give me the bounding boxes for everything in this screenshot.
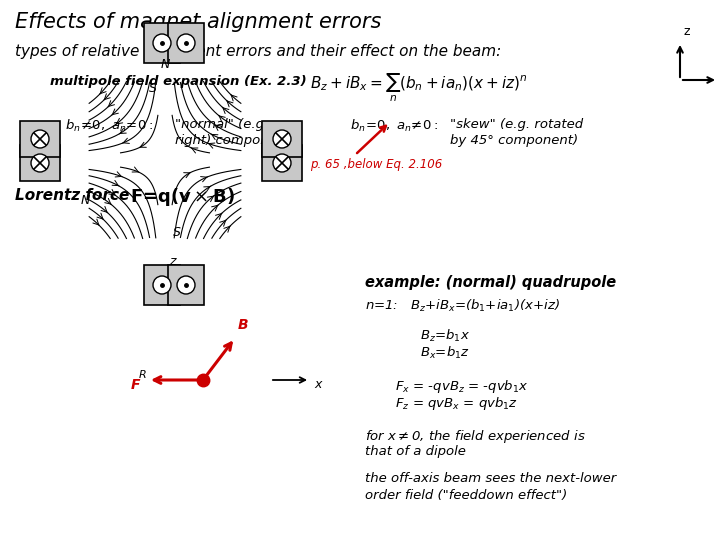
Bar <box>144 23 180 63</box>
Text: S: S <box>149 82 157 94</box>
Text: $b_n\!\neq\!0,\ a_n\!=\!0:$: $b_n\!\neq\!0,\ a_n\!=\!0:$ <box>65 118 153 134</box>
Circle shape <box>153 276 171 294</box>
Text: "skew" (e.g. rotated: "skew" (e.g. rotated <box>450 118 583 131</box>
Text: n=1:   $B_z$+i$B_x$=($b_1$+i$a_1$)(x+iz): n=1: $B_z$+i$B_x$=($b_1$+i$a_1$)(x+iz) <box>365 298 560 314</box>
Bar <box>262 121 302 157</box>
Text: $B_z$=$b_1$x: $B_z$=$b_1$x <box>420 328 470 344</box>
Bar <box>262 145 302 181</box>
Text: $F_x$ = -qv$B_z$ = -qv$b_1$x: $F_x$ = -qv$B_z$ = -qv$b_1$x <box>395 378 528 395</box>
Text: p. 65 ,below Eq. 2.106: p. 65 ,below Eq. 2.106 <box>310 158 442 171</box>
Text: right) component: right) component <box>175 134 290 147</box>
Text: multipole field expansion (Ex. 2.3): multipole field expansion (Ex. 2.3) <box>50 75 307 88</box>
Circle shape <box>153 34 171 52</box>
Text: $\mathbf{F}$=q($\mathbf{v}\times\mathbf{B}$): $\mathbf{F}$=q($\mathbf{v}\times\mathbf{… <box>130 186 235 208</box>
Text: that of a dipole: that of a dipole <box>365 445 466 458</box>
Bar <box>168 23 204 63</box>
Text: N: N <box>161 58 170 71</box>
Text: for x$\neq$0, the field experienced is: for x$\neq$0, the field experienced is <box>365 428 586 445</box>
Text: F: F <box>131 378 140 392</box>
Text: example: (normal) quadrupole: example: (normal) quadrupole <box>365 275 616 290</box>
Bar <box>168 265 204 305</box>
Text: $F_z$ = qv$B_x$ = qv$b_1$z: $F_z$ = qv$B_x$ = qv$b_1$z <box>395 395 518 412</box>
Bar <box>20 145 60 181</box>
Circle shape <box>31 154 49 172</box>
Circle shape <box>31 130 49 148</box>
Text: S: S <box>173 226 181 239</box>
Text: B: B <box>238 318 248 332</box>
Bar <box>144 265 180 305</box>
Text: z: z <box>684 25 690 38</box>
Text: Effects of magnet alignment errors: Effects of magnet alignment errors <box>15 12 382 32</box>
Circle shape <box>177 276 195 294</box>
Text: N: N <box>81 193 90 206</box>
Text: the off-axis beam sees the next-lower: the off-axis beam sees the next-lower <box>365 472 616 485</box>
Circle shape <box>273 130 291 148</box>
Text: by 45° component): by 45° component) <box>450 134 578 147</box>
Text: "normal" (e.g. up-: "normal" (e.g. up- <box>175 118 294 131</box>
Text: x: x <box>314 378 321 391</box>
Text: $B_z+iB_x=\sum_n(b_n+ia_n)(x+iz)^n$: $B_z+iB_x=\sum_n(b_n+ia_n)(x+iz)^n$ <box>310 72 528 104</box>
Text: R: R <box>139 370 147 380</box>
Text: order field ("feeddown effect"): order field ("feeddown effect") <box>365 489 567 502</box>
Bar <box>20 121 60 157</box>
Circle shape <box>273 154 291 172</box>
Text: $b_n\!=\!0,\ a_n\!\neq\!0:$: $b_n\!=\!0,\ a_n\!\neq\!0:$ <box>350 118 438 134</box>
Text: Lorentz force: Lorentz force <box>15 188 130 203</box>
Circle shape <box>177 34 195 52</box>
Text: z: z <box>169 255 176 268</box>
Text: $B_x$=$b_1$z: $B_x$=$b_1$z <box>420 345 470 361</box>
Text: types of relative alignment errors and their effect on the beam:: types of relative alignment errors and t… <box>15 44 501 59</box>
